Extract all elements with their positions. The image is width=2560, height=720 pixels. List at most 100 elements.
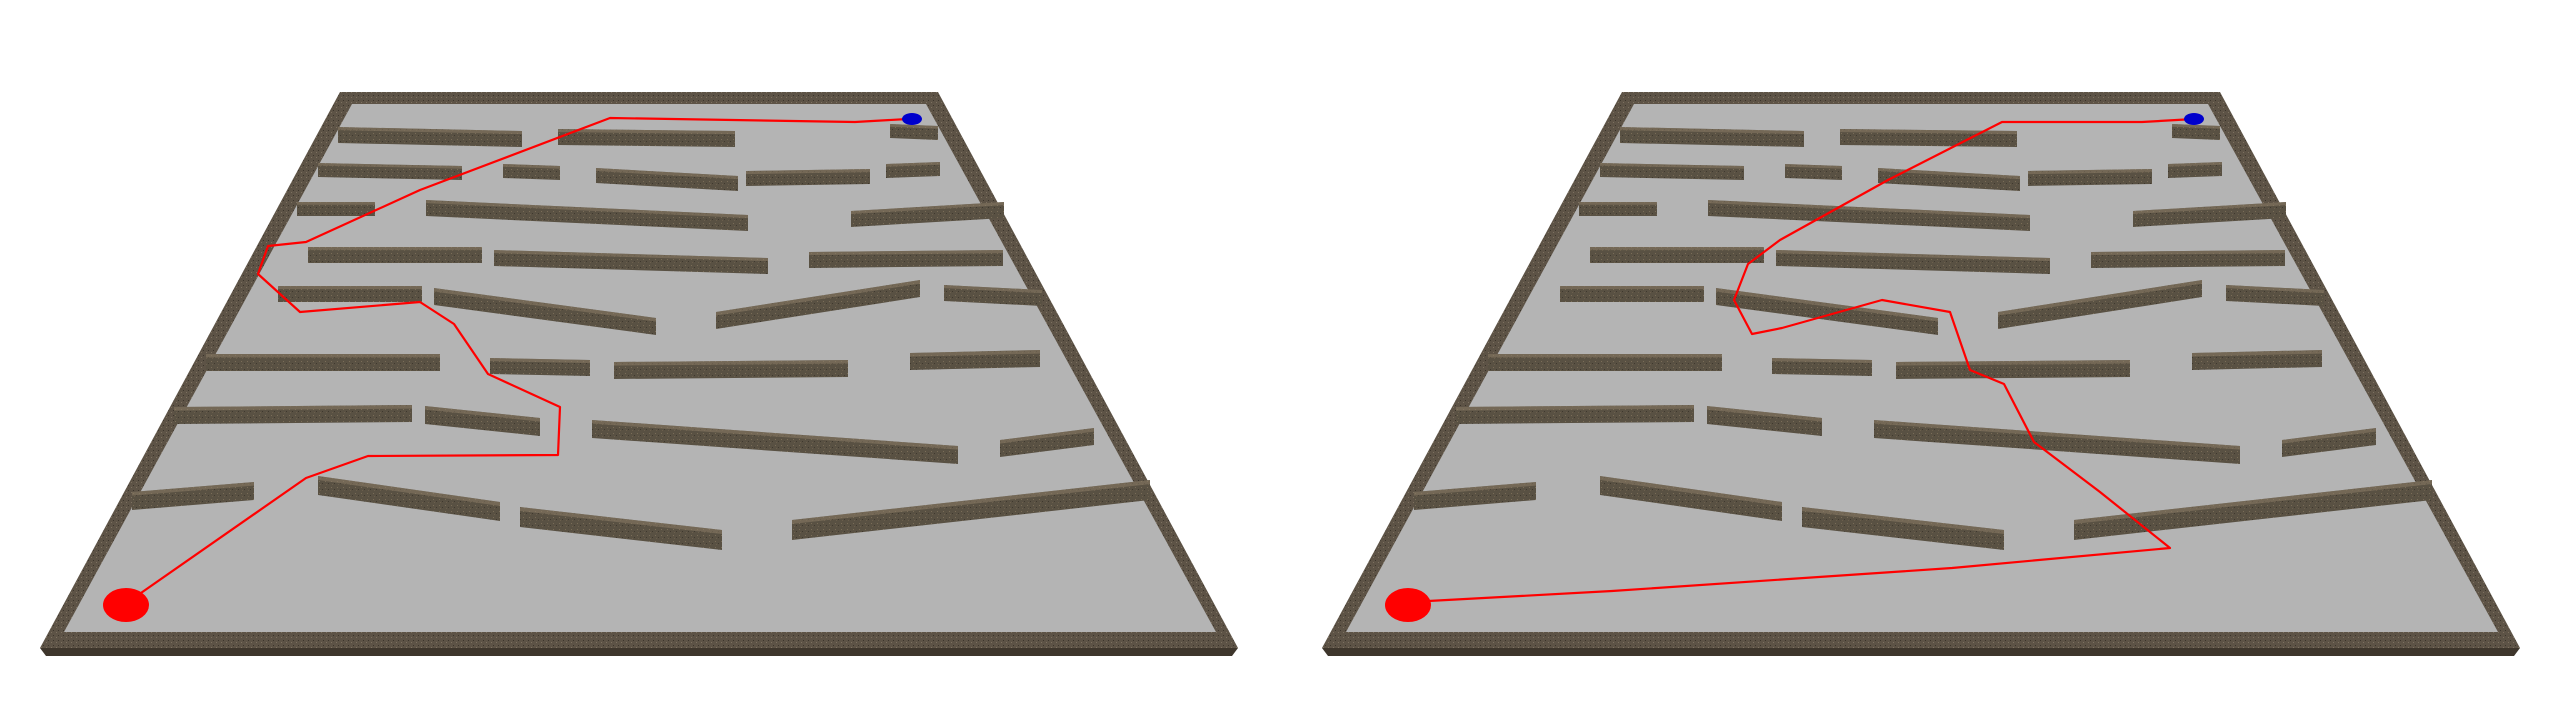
maze-wall-top xyxy=(1590,247,1764,251)
maze-wall xyxy=(1874,420,2240,464)
maze-wall-top xyxy=(426,200,748,219)
maze-wall-top xyxy=(614,360,848,366)
maze-wall xyxy=(1707,406,1822,436)
maze-wall-top xyxy=(503,164,560,169)
maze-wall xyxy=(1000,428,1094,457)
goal-marker xyxy=(2184,113,2204,125)
maze-wall-top xyxy=(278,286,422,290)
maze-wall-top xyxy=(318,163,462,169)
start-marker xyxy=(1385,588,1431,622)
maze-wall-top xyxy=(2282,428,2376,444)
board-frame-edge xyxy=(1322,648,2520,656)
maze-wall-top xyxy=(1998,280,2202,316)
maze-wall xyxy=(434,288,656,335)
route-path-left xyxy=(127,116,909,603)
maze-wall-top xyxy=(1874,420,2240,450)
maze-wall-top xyxy=(1708,200,2030,219)
maze-wall-top xyxy=(851,202,1004,215)
maze-wall-top xyxy=(1896,360,2130,366)
maze-wall-top xyxy=(2172,124,2220,129)
maze-wall xyxy=(297,202,375,216)
maze-wall-top xyxy=(174,405,412,411)
maze-wall xyxy=(1590,247,1764,263)
maze-wall xyxy=(851,202,1004,227)
maze-wall xyxy=(1600,476,1782,521)
maze-wall xyxy=(1560,286,1704,302)
maze-wall-top xyxy=(2168,162,2222,167)
maze-wall xyxy=(1802,507,2004,550)
maze-wall xyxy=(792,480,1150,540)
start-marker xyxy=(103,588,149,622)
maze-wall xyxy=(1708,200,2030,231)
maze-wall-top xyxy=(1414,482,1536,496)
maze-wall xyxy=(1579,202,1657,216)
maze-wall-top xyxy=(792,480,1150,525)
maze-wall-top xyxy=(425,406,540,422)
maze-wall-top xyxy=(1000,428,1094,444)
maze-wall-top xyxy=(494,250,768,262)
maze-wall-top xyxy=(308,247,482,251)
goal-marker xyxy=(902,113,922,125)
maze-wall-top xyxy=(886,162,940,167)
maze-wall-top xyxy=(1579,202,1657,205)
maze-wall-top xyxy=(1840,129,2017,135)
maze-wall-top xyxy=(1600,476,1782,507)
maze-board-left xyxy=(40,92,1238,656)
maze-wall-top xyxy=(809,250,1003,256)
maze-wall-top xyxy=(434,288,656,322)
maze-wall xyxy=(1414,482,1536,510)
maze-wall xyxy=(2133,202,2286,227)
maze-wall-top xyxy=(1488,354,1722,358)
maze-wall-top xyxy=(716,280,920,316)
maze-wall xyxy=(520,507,722,550)
maze-walls xyxy=(132,124,1150,550)
maze-wall xyxy=(592,420,958,464)
maze-wall-top xyxy=(520,507,722,535)
maze-wall xyxy=(1998,280,2202,329)
maze-wall-top xyxy=(2192,350,2322,357)
maze-wall xyxy=(206,354,440,371)
maze-wall-top xyxy=(490,358,590,364)
maze-wall-top xyxy=(338,127,522,135)
maze-wall-top xyxy=(910,350,1040,357)
route-path-right xyxy=(1409,117,2195,604)
maze-walls xyxy=(1414,124,2432,550)
maze-wall-top xyxy=(592,420,958,450)
maze-wall xyxy=(318,476,500,521)
maze-wall xyxy=(2282,428,2376,457)
maze-wall-top xyxy=(132,482,254,496)
maze-wall-top xyxy=(1560,286,1704,290)
maze-wall-top xyxy=(890,124,938,129)
maze-wall-top xyxy=(1802,507,2004,535)
maze-wall-top xyxy=(1600,163,1744,169)
maze-wall-top xyxy=(1456,405,1694,411)
maze-wall-top xyxy=(1878,168,2020,180)
maze-wall-top xyxy=(1620,127,1804,135)
maze-wall xyxy=(596,168,738,191)
maze-wall-top xyxy=(297,202,375,205)
maze-wall-top xyxy=(596,168,738,180)
maze-wall-top xyxy=(1785,164,1842,169)
maze-wall-top xyxy=(206,354,440,358)
maze-board-right xyxy=(1322,92,2520,656)
maze-wall xyxy=(1716,288,1938,335)
maze-wall xyxy=(716,280,920,329)
maze-wall-top xyxy=(318,476,500,507)
maze-wall xyxy=(308,247,482,263)
maze-wall xyxy=(1488,354,1722,371)
maze-wall-top xyxy=(1776,250,2050,262)
maze-wall-top xyxy=(1716,288,1938,322)
maze-wall-top xyxy=(746,169,870,175)
maze-wall-top xyxy=(1707,406,1822,422)
maze-wall-top xyxy=(2074,480,2432,525)
maze-wall-top xyxy=(944,285,1042,294)
maze-wall xyxy=(132,482,254,510)
maze-wall-top xyxy=(2133,202,2286,215)
maze-wall-top xyxy=(2028,169,2152,175)
maze-wall xyxy=(2074,480,2432,540)
board-frame-edge xyxy=(40,648,1238,656)
maze-wall xyxy=(425,406,540,436)
maze-wall xyxy=(1878,168,2020,191)
maze-wall-top xyxy=(1772,358,1872,364)
maze-wall-top xyxy=(558,129,735,135)
